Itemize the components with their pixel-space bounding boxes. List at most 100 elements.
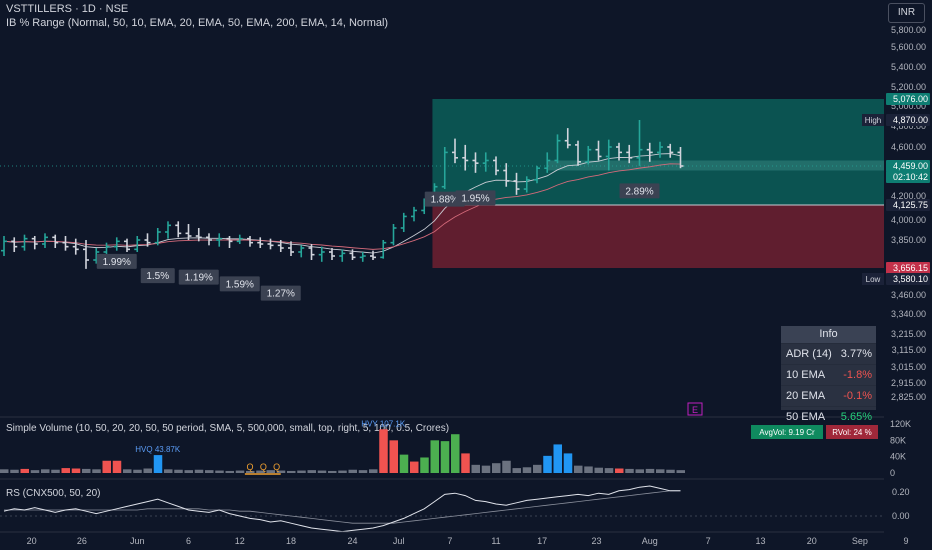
volume-bar bbox=[615, 468, 624, 473]
x-tick: 7 bbox=[706, 536, 711, 546]
volume-bar bbox=[471, 464, 480, 473]
volume-bar bbox=[379, 429, 388, 473]
price-tick: 3,460.00 bbox=[891, 290, 926, 300]
range-label: 1.19% bbox=[185, 273, 213, 284]
price-tick: 2,825.00 bbox=[891, 392, 926, 402]
price-badge: 3,580.10 bbox=[893, 274, 928, 284]
volume-bar bbox=[328, 470, 337, 473]
volume-bar bbox=[102, 460, 111, 473]
volume-bar bbox=[92, 469, 101, 473]
price-tick: 3,115.00 bbox=[892, 345, 926, 355]
info-label: 10 EMA bbox=[786, 369, 826, 381]
volume-bar bbox=[481, 465, 491, 473]
volume-bar bbox=[225, 470, 234, 473]
volume-bar bbox=[194, 469, 204, 473]
volume-bar bbox=[235, 470, 245, 473]
currency-button[interactable]: INR bbox=[888, 3, 925, 23]
q-marker: Q bbox=[260, 462, 267, 472]
volume-bar bbox=[369, 469, 378, 473]
volume-bar bbox=[522, 467, 532, 473]
volume-bar bbox=[533, 464, 542, 473]
range-label: 1.5% bbox=[146, 271, 169, 282]
volume-bar bbox=[430, 440, 439, 473]
volume-bar bbox=[440, 441, 450, 473]
volume-bar bbox=[604, 468, 614, 473]
volume-bar bbox=[317, 470, 327, 473]
rs-ma-line bbox=[4, 490, 681, 524]
volume-bar bbox=[184, 470, 193, 473]
volume-bar bbox=[61, 468, 70, 473]
x-tick: 20 bbox=[807, 536, 817, 546]
price-badge-bg bbox=[886, 199, 930, 211]
info-row-ema20: 20 EMA -0.1% bbox=[781, 385, 876, 406]
volume-bar bbox=[256, 470, 265, 473]
volume-bar bbox=[492, 463, 501, 473]
volume-bar bbox=[502, 460, 511, 473]
x-tick: Jun bbox=[130, 536, 145, 546]
x-tick: 7 bbox=[447, 536, 452, 546]
volume-bar bbox=[410, 461, 419, 473]
x-tick: Jul bbox=[393, 536, 405, 546]
volume-bar bbox=[123, 469, 132, 473]
q-marker: Q bbox=[246, 462, 253, 472]
price-badge: 4,870.00 bbox=[893, 115, 928, 125]
range-label-bg bbox=[424, 191, 465, 207]
volume-bar bbox=[635, 469, 644, 473]
volume-bar bbox=[451, 434, 460, 473]
price-badge: 02:10:42 bbox=[893, 172, 928, 182]
volume-annotation: HVY 107.1K bbox=[361, 419, 406, 428]
info-value: 5.65% bbox=[840, 411, 872, 423]
volume-bar bbox=[338, 470, 347, 473]
price-tick: 3,850.00 bbox=[891, 235, 926, 245]
price-tick: 3,015.00 bbox=[891, 362, 926, 372]
volume-bar bbox=[358, 470, 368, 473]
earnings-marker-box bbox=[687, 402, 703, 416]
price-tick: 3,215.00 bbox=[891, 329, 926, 339]
price-badge: 5,076.00 bbox=[893, 94, 928, 104]
candles bbox=[1, 120, 684, 269]
badge-tag: High bbox=[865, 116, 881, 125]
range-box bbox=[0, 99, 884, 268]
volume-bar bbox=[389, 440, 398, 473]
volume-tick: 120K bbox=[890, 419, 911, 429]
info-value: 3.77% bbox=[840, 348, 872, 360]
volume-bar bbox=[666, 469, 675, 473]
range-label: 2.89% bbox=[625, 186, 653, 197]
range-label: 1.27% bbox=[267, 289, 295, 300]
price-tick: 5,400.00 bbox=[891, 62, 926, 72]
price-tick: 4,600.00 bbox=[891, 142, 926, 152]
x-tick: Sep bbox=[852, 536, 868, 546]
price-tick: 5,600.00 bbox=[891, 42, 926, 52]
q-marker: Q bbox=[273, 462, 280, 472]
volume-bar bbox=[20, 468, 29, 473]
volume-bar bbox=[246, 470, 255, 473]
price-badge: 3,656.15 bbox=[893, 263, 928, 273]
rs-tick: 0.00 bbox=[892, 511, 910, 521]
volume-bar bbox=[10, 469, 19, 473]
x-tick: 26 bbox=[77, 536, 87, 546]
range-lower-zone bbox=[432, 205, 884, 268]
price-tick: 2,915.00 bbox=[891, 378, 926, 388]
rvol-badge-bg bbox=[826, 425, 878, 439]
volume-bar bbox=[348, 469, 357, 473]
range-label-bg bbox=[219, 276, 260, 292]
price-tick: 5,800.00 bbox=[891, 25, 926, 35]
range-label-bg bbox=[260, 285, 301, 301]
info-value: -0.1% bbox=[843, 390, 872, 402]
volume-bar bbox=[420, 457, 429, 473]
symbol-title: VSTTILLERS · 1D · NSE bbox=[6, 3, 129, 15]
range-label-bg bbox=[96, 253, 137, 269]
axes: 5,800.00 5,600.00 5,400.00 5,200.00 5,000.00… bbox=[27, 25, 930, 546]
x-tick: 23 bbox=[591, 536, 601, 546]
volume-annotation: HVQ 43.87K bbox=[135, 445, 181, 454]
range-label-bg bbox=[178, 269, 219, 285]
range-label-bg bbox=[140, 268, 175, 284]
volume-bar bbox=[266, 470, 275, 473]
price-tick: 5,000.00 bbox=[891, 101, 926, 111]
volume-bar bbox=[399, 454, 409, 473]
volume-bar bbox=[143, 468, 152, 473]
rs-line bbox=[3, 485, 681, 533]
range-label-bg bbox=[455, 190, 496, 206]
info-value: -1.8% bbox=[843, 369, 872, 381]
